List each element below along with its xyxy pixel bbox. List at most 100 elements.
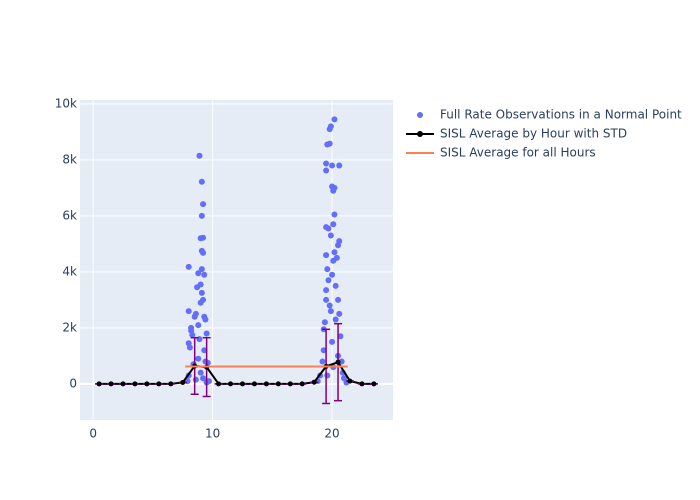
point — [203, 330, 210, 337]
point — [228, 381, 234, 387]
point — [326, 126, 333, 133]
point — [251, 381, 257, 387]
point — [180, 379, 186, 385]
marks — [95, 116, 378, 405]
point — [144, 381, 150, 387]
point — [335, 296, 342, 303]
point — [192, 310, 199, 317]
point — [331, 184, 338, 191]
point — [323, 296, 330, 303]
point — [323, 160, 330, 167]
y-tick-label: 8k — [62, 152, 77, 166]
point — [332, 282, 339, 289]
y-tick-label: 0 — [69, 376, 77, 390]
point — [311, 379, 317, 385]
point — [198, 212, 205, 219]
point — [239, 381, 245, 387]
point — [188, 324, 195, 331]
point — [329, 271, 336, 278]
point — [197, 281, 204, 288]
point — [336, 162, 343, 169]
point — [323, 252, 330, 259]
y-tick-label: 2k — [62, 320, 77, 334]
point — [195, 270, 202, 277]
point — [331, 249, 338, 256]
point — [201, 271, 208, 278]
legend-label: SISL Average by Hour with STD — [440, 127, 627, 141]
point — [197, 369, 204, 376]
y-tick-label: 6k — [62, 208, 77, 222]
point — [324, 266, 331, 273]
point — [216, 381, 222, 387]
point — [359, 381, 365, 387]
point — [323, 167, 330, 174]
point — [168, 381, 174, 387]
point — [321, 319, 328, 326]
point — [200, 249, 207, 256]
point — [287, 381, 293, 387]
point — [327, 232, 334, 239]
point — [335, 242, 342, 249]
point — [185, 340, 192, 347]
point — [333, 254, 340, 261]
point — [337, 333, 344, 340]
y-tick-label: 4k — [62, 264, 77, 278]
point — [299, 381, 305, 387]
legend: Full Rate Observations in a Normal Point… — [406, 108, 682, 160]
point — [263, 381, 269, 387]
legend-marker — [417, 131, 423, 137]
point — [275, 381, 281, 387]
point — [320, 347, 327, 354]
point — [319, 358, 326, 365]
point — [198, 266, 205, 273]
legend-label: SISL Average for all Hours — [440, 146, 596, 160]
point — [325, 277, 332, 284]
point — [327, 308, 334, 315]
point — [347, 378, 353, 384]
point — [326, 140, 333, 147]
point — [331, 116, 338, 123]
point — [200, 375, 207, 382]
point — [195, 322, 202, 329]
y-tick-label: 10k — [55, 96, 77, 110]
point — [189, 331, 196, 338]
point — [371, 381, 377, 387]
point — [330, 221, 337, 228]
plot-background — [80, 100, 393, 420]
point — [132, 381, 138, 387]
x-tick-label: 10 — [205, 427, 220, 441]
point — [200, 296, 207, 303]
point — [323, 287, 330, 294]
point — [198, 178, 205, 185]
legend-label: Full Rate Observations in a Normal Point — [440, 108, 682, 122]
point — [198, 289, 205, 296]
x-tick-label: 20 — [324, 427, 339, 441]
point — [202, 316, 209, 323]
point — [336, 310, 343, 317]
point — [200, 234, 207, 241]
point — [329, 338, 336, 345]
point — [326, 302, 333, 309]
point — [185, 263, 192, 270]
point — [185, 308, 192, 315]
point — [332, 316, 339, 323]
point — [331, 211, 338, 218]
grid: 0 2k 4k 6k 8k 10k 0 10 20 — [55, 96, 393, 441]
point — [335, 359, 341, 365]
point — [120, 381, 126, 387]
point — [324, 372, 331, 379]
point — [195, 355, 202, 362]
point — [192, 376, 199, 383]
point — [156, 381, 162, 387]
point — [200, 201, 207, 208]
point — [201, 347, 208, 354]
point — [325, 225, 332, 232]
point — [196, 152, 203, 159]
x-tick-label: 0 — [89, 427, 97, 441]
point — [96, 381, 102, 387]
point — [329, 162, 336, 169]
point — [108, 381, 114, 387]
legend-marker — [417, 112, 423, 118]
